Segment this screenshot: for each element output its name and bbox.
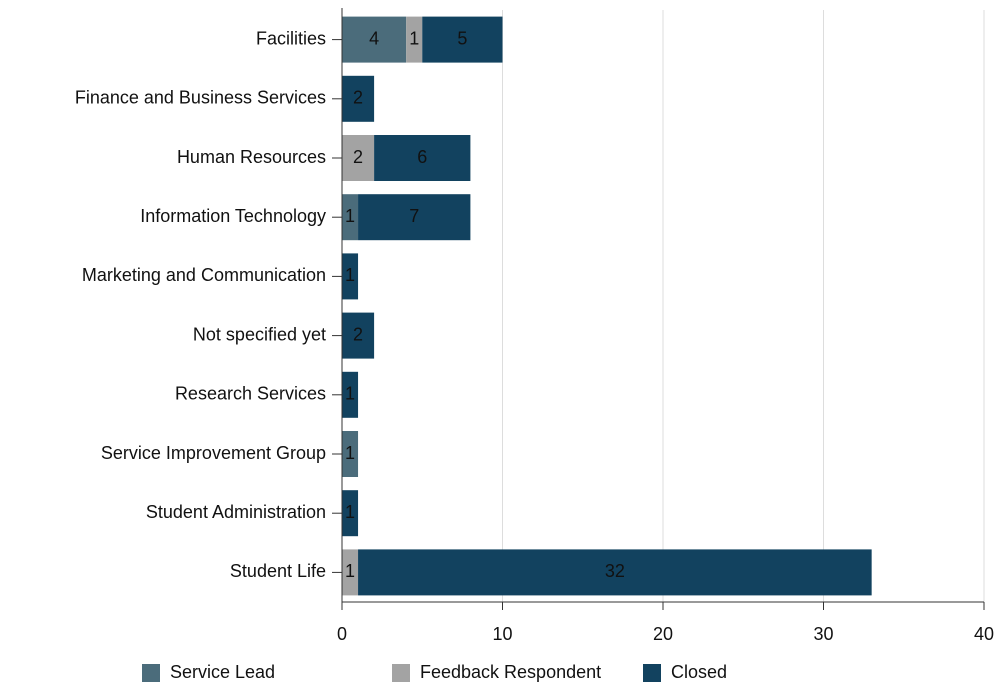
- y-tick-label: Research Services: [175, 384, 326, 404]
- data-label: 7: [409, 206, 419, 226]
- y-tick-label: Not specified yet: [193, 324, 326, 344]
- bar-segment: [342, 371, 359, 418]
- data-label: 2: [353, 147, 363, 167]
- legend-label: Service Lead: [170, 662, 275, 682]
- x-tick-label: 20: [653, 624, 673, 644]
- data-label: 1: [409, 28, 419, 48]
- x-tick-label: 40: [974, 624, 994, 644]
- data-label: 1: [345, 443, 355, 463]
- x-tick-label: 0: [337, 624, 347, 644]
- legend-label: Closed: [671, 662, 727, 682]
- data-label: 32: [605, 561, 625, 581]
- data-label: 6: [417, 147, 427, 167]
- y-tick-label: Facilities: [256, 28, 326, 48]
- bar-segment: [342, 194, 359, 241]
- bar-segment: [358, 549, 872, 596]
- bar-segment: [342, 312, 375, 359]
- bar-segment: [374, 135, 471, 181]
- y-tick-label: Finance and Business Services: [75, 88, 326, 108]
- y-tick-label: Service Improvement Group: [101, 443, 326, 463]
- bar-segment: [342, 549, 359, 596]
- legend-swatch: [392, 664, 410, 682]
- y-tick-label: Human Resources: [177, 147, 326, 167]
- data-label: 2: [353, 88, 363, 108]
- legend-swatch: [142, 664, 160, 682]
- x-tick-label: 10: [492, 624, 512, 644]
- legend-swatch: [643, 664, 661, 682]
- bar-segment: [342, 431, 359, 477]
- bar-segment: [422, 16, 503, 63]
- data-label: 1: [345, 384, 355, 404]
- y-tick-label: Marketing and Communication: [82, 265, 326, 285]
- data-label: 5: [457, 28, 467, 48]
- y-tick-label: Student Life: [230, 561, 326, 581]
- bar-segment: [342, 135, 375, 181]
- bar-segment: [358, 194, 471, 241]
- bar-segment: [342, 75, 375, 122]
- bar-segment: [342, 253, 359, 300]
- bar-segment: [342, 490, 359, 537]
- data-label: 4: [369, 28, 379, 48]
- bar-segment: [342, 16, 407, 63]
- data-label: 1: [345, 265, 355, 285]
- data-label: 1: [345, 206, 355, 226]
- x-tick-label: 30: [813, 624, 833, 644]
- y-tick-label: Information Technology: [140, 206, 326, 226]
- data-label: 1: [345, 502, 355, 522]
- y-tick-label: Student Administration: [146, 502, 326, 522]
- bar-segment: [406, 16, 423, 63]
- data-label: 1: [345, 561, 355, 581]
- legend-label: Feedback Respondent: [420, 662, 601, 682]
- data-label: 2: [353, 324, 363, 344]
